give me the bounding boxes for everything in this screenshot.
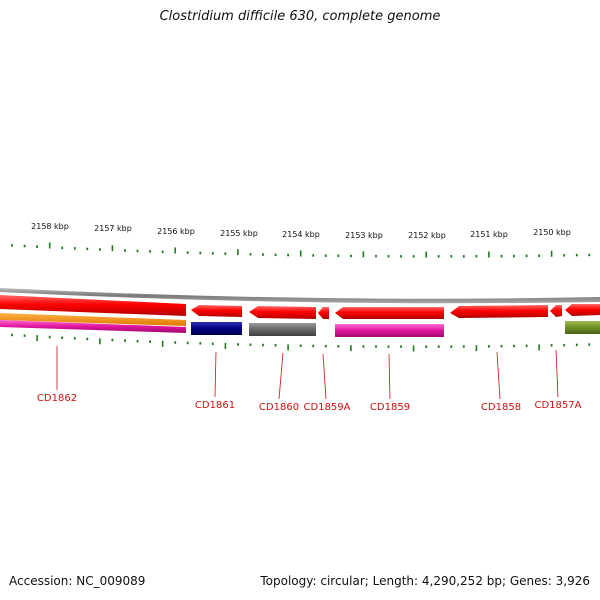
leader-cd1858: [496, 351, 501, 400]
gene-label-cd1859a: CD1859A: [304, 402, 351, 413]
cds-arrow-cd1858: [450, 305, 548, 318]
cds-arrow-cd1859a: [318, 307, 329, 319]
gene-labels: CD1862 CD1861 CD1860 CD1859A CD1859 CD18…: [37, 393, 582, 413]
feature-bar-orange: [0, 313, 186, 326]
scale-label: 2151 kbp: [470, 230, 508, 239]
feature-bar-gray: [249, 323, 316, 336]
scale-label: 2157 kbp: [94, 224, 132, 233]
gene-label-cd1859: CD1859: [370, 402, 410, 413]
cds-arrow-cd1860: [249, 306, 316, 319]
feature-color-track: [0, 313, 600, 337]
scale-label: 2152 kbp: [408, 231, 446, 240]
gene-label-cd1860: CD1860: [259, 402, 299, 413]
genome-backbone: [0, 288, 600, 304]
scale-label: 2158 kbp: [31, 222, 69, 231]
cds-track: [0, 295, 600, 319]
scale-label: 2155 kbp: [220, 229, 258, 238]
feature-bar-navy: [191, 322, 242, 335]
cds-arrow-cd1859: [335, 307, 444, 319]
gene-label-cd1862: CD1862: [37, 393, 77, 404]
feature-bar-magenta-left: [0, 320, 186, 333]
feature-bar-magenta: [335, 324, 444, 337]
cds-arrow-cd1862: [0, 295, 186, 316]
cds-arrow-next: [565, 304, 600, 316]
outer-tick-ring: [11, 242, 591, 258]
scale-label: 2154 kbp: [282, 230, 320, 239]
gene-label-cd1857a: CD1857A: [535, 400, 582, 411]
inner-tick-ring: [11, 333, 591, 352]
leader-cd1859a: [322, 353, 327, 400]
leader-cd1857a: [555, 349, 559, 398]
scale-label: 2156 kbp: [157, 227, 195, 236]
gene-label-cd1861: CD1861: [195, 400, 235, 411]
accession-text: Accession: NC_009089: [9, 574, 146, 588]
leader-cd1859: [388, 353, 391, 400]
scale-label: 2150 kbp: [533, 228, 571, 237]
leader-cd1860: [278, 352, 284, 400]
map-title: Clostridium difficile 630, complete geno…: [159, 9, 441, 24]
gene-leaders: [56, 346, 559, 400]
feature-bar-olive: [565, 321, 600, 334]
cds-arrow-cd1861: [191, 305, 242, 317]
gene-label-cd1858: CD1858: [481, 402, 521, 413]
cds-arrow-cd1857a: [550, 305, 562, 317]
leader-cd1861: [214, 351, 217, 398]
scale-labels: 2158 kbp 2157 kbp 2156 kbp 2155 kbp 2154…: [31, 222, 571, 240]
scale-label: 2153 kbp: [345, 231, 383, 240]
genome-summary-text: Topology: circular; Length: 4,290,252 bp…: [260, 574, 590, 588]
